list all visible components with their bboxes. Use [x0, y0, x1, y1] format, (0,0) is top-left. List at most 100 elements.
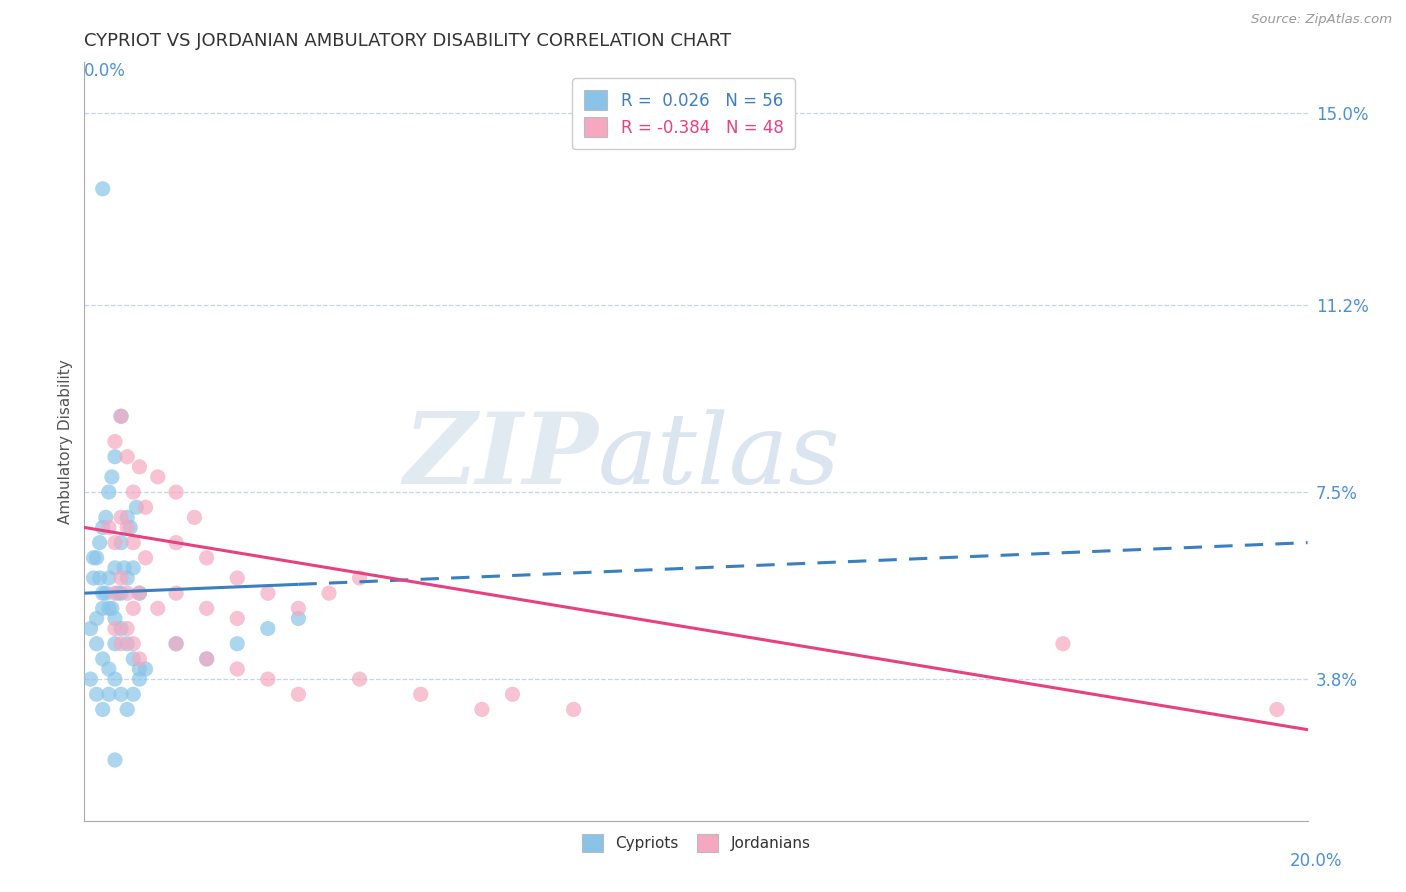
Point — [115, 637, 138, 651]
Point — [89, 535, 111, 549]
Point — [91, 520, 114, 534]
Point — [97, 485, 120, 500]
Point — [83, 550, 105, 565]
Text: 20.0%: 20.0% — [1291, 852, 1343, 870]
Point — [104, 672, 127, 686]
Point — [349, 672, 371, 686]
Point — [287, 611, 309, 625]
Point — [86, 550, 108, 565]
Point — [128, 459, 150, 474]
Point — [104, 637, 127, 651]
Point — [135, 550, 157, 565]
Point — [226, 571, 249, 585]
Point — [86, 687, 108, 701]
Point — [107, 586, 129, 600]
Point — [91, 652, 114, 666]
Point — [91, 601, 114, 615]
Point — [86, 637, 108, 651]
Point — [104, 434, 127, 449]
Point — [135, 662, 157, 676]
Point — [115, 520, 138, 534]
Point — [409, 687, 432, 701]
Point — [110, 535, 132, 549]
Text: CYPRIOT VS JORDANIAN AMBULATORY DISABILITY CORRELATION CHART: CYPRIOT VS JORDANIAN AMBULATORY DISABILI… — [84, 32, 731, 50]
Point — [104, 561, 127, 575]
Point — [83, 571, 105, 585]
Point — [91, 586, 114, 600]
Point — [257, 586, 280, 600]
Legend: Cypriots, Jordanians: Cypriots, Jordanians — [575, 828, 817, 858]
Point — [97, 520, 120, 534]
Point — [1052, 637, 1074, 651]
Point — [115, 702, 138, 716]
Point — [122, 687, 145, 701]
Point — [122, 535, 145, 549]
Point — [110, 510, 132, 524]
Point — [91, 182, 114, 196]
Point — [128, 652, 150, 666]
Point — [128, 586, 150, 600]
Point — [226, 611, 249, 625]
Text: 0.0%: 0.0% — [84, 62, 127, 80]
Point — [349, 571, 371, 585]
Point — [101, 601, 124, 615]
Point — [122, 652, 145, 666]
Point — [110, 409, 132, 424]
Point — [122, 601, 145, 615]
Point — [89, 571, 111, 585]
Point — [97, 687, 120, 701]
Point — [110, 687, 132, 701]
Point — [110, 622, 132, 636]
Point — [110, 637, 132, 651]
Point — [128, 662, 150, 676]
Point — [257, 622, 280, 636]
Point — [115, 571, 138, 585]
Point — [195, 601, 218, 615]
Point — [146, 601, 169, 615]
Point — [104, 611, 127, 625]
Point — [135, 500, 157, 515]
Point — [110, 409, 132, 424]
Point — [165, 535, 187, 549]
Point — [97, 601, 120, 615]
Point — [94, 586, 117, 600]
Text: ZIP: ZIP — [404, 409, 598, 505]
Point — [226, 637, 249, 651]
Point — [97, 662, 120, 676]
Point — [226, 662, 249, 676]
Text: Source: ZipAtlas.com: Source: ZipAtlas.com — [1251, 13, 1392, 27]
Point — [91, 702, 114, 716]
Point — [122, 485, 145, 500]
Point — [120, 520, 142, 534]
Point — [79, 622, 101, 636]
Point — [1265, 702, 1288, 716]
Point — [125, 500, 148, 515]
Point — [94, 510, 117, 524]
Point — [128, 672, 150, 686]
Point — [79, 672, 101, 686]
Point — [287, 601, 309, 615]
Point — [287, 687, 309, 701]
Point — [115, 622, 138, 636]
Text: atlas: atlas — [598, 409, 841, 504]
Point — [104, 622, 127, 636]
Point — [115, 450, 138, 464]
Point — [165, 637, 187, 651]
Point — [195, 550, 218, 565]
Point — [101, 470, 124, 484]
Point — [86, 611, 108, 625]
Point — [195, 652, 218, 666]
Point — [257, 672, 280, 686]
Point — [128, 586, 150, 600]
Point — [471, 702, 494, 716]
Point — [110, 586, 132, 600]
Point — [183, 510, 205, 524]
Point — [165, 637, 187, 651]
Point — [104, 450, 127, 464]
Point — [146, 470, 169, 484]
Point — [122, 637, 145, 651]
Point — [562, 702, 585, 716]
Point — [104, 586, 127, 600]
Point — [165, 586, 187, 600]
Y-axis label: Ambulatory Disability: Ambulatory Disability — [58, 359, 73, 524]
